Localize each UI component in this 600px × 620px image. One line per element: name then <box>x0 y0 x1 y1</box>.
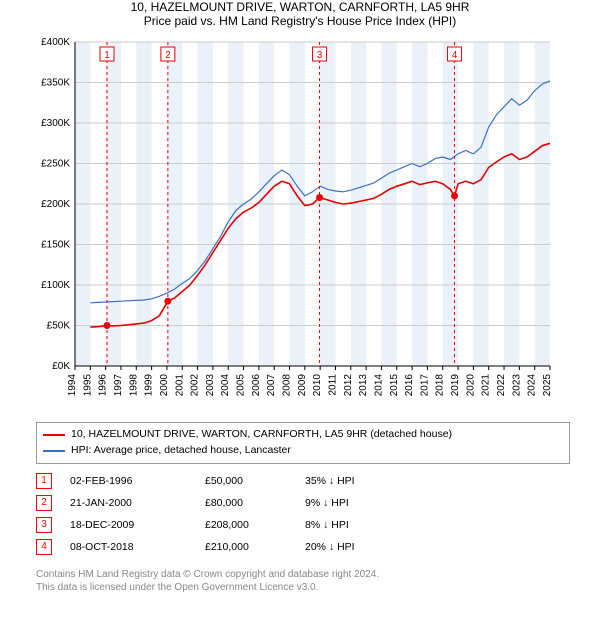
event-date: 18-DEC-2009 <box>70 519 205 531</box>
svg-text:2001: 2001 <box>174 374 185 397</box>
event-date: 02-FEB-1996 <box>70 475 205 487</box>
svg-text:1999: 1999 <box>144 374 155 397</box>
event-row: 4 08-OCT-2018£210,00020% ↓ HPI <box>36 536 570 558</box>
event-price: £50,000 <box>205 475 305 487</box>
event-marker-icon: 4 <box>36 539 52 555</box>
svg-text:2018: 2018 <box>435 374 446 397</box>
event-delta: 8% ↓ HPI <box>305 519 415 531</box>
svg-text:2012: 2012 <box>343 374 354 397</box>
page-root: 10, HAZELMOUNT DRIVE, WARTON, CARNFORTH,… <box>0 0 600 620</box>
events-table: 1 02-FEB-1996£50,00035% ↓ HPI 2 21-JAN-2000… <box>36 470 570 558</box>
legend-item: HPI: Average price, detached house, Lanc… <box>43 443 563 459</box>
event-marker-icon: 3 <box>36 517 52 533</box>
price-chart: £0K £50K £100K £150K £200K £250K £300K £350K £40… <box>35 34 595 414</box>
svg-text:2003: 2003 <box>205 374 216 397</box>
svg-text:£400K: £400K <box>41 37 70 48</box>
legend: 10, HAZELMOUNT DRIVE, WARTON, CARNFORTH,… <box>36 422 570 464</box>
event-date: 08-OCT-2018 <box>70 541 205 553</box>
svg-text:2023: 2023 <box>511 374 522 397</box>
svg-text:1994: 1994 <box>67 374 78 397</box>
event-price: £210,000 <box>205 541 305 553</box>
event-row: 3 18-DEC-2009£208,0008% ↓ HPI <box>36 514 570 536</box>
svg-text:2008: 2008 <box>282 374 293 397</box>
event-row: 2 21-JAN-2000£80,0009% ↓ HPI <box>36 492 570 514</box>
svg-text:2004: 2004 <box>220 374 231 397</box>
chart-svg: £0K £50K £100K £150K £200K £250K £300K £350K £40… <box>35 34 555 414</box>
svg-text:1: 1 <box>104 50 110 61</box>
svg-text:2002: 2002 <box>190 374 201 397</box>
svg-text:£200K: £200K <box>41 199 70 210</box>
svg-text:2024: 2024 <box>527 374 538 397</box>
event-date: 21-JAN-2000 <box>70 497 205 509</box>
svg-text:1996: 1996 <box>98 374 109 397</box>
page-title: 10, HAZELMOUNT DRIVE, WARTON, CARNFORTH,… <box>0 0 600 14</box>
svg-text:2022: 2022 <box>496 374 507 397</box>
svg-text:2: 2 <box>165 50 171 61</box>
event-marker-icon: 1 <box>36 473 52 489</box>
svg-text:2020: 2020 <box>465 374 476 397</box>
event-delta: 35% ↓ HPI <box>305 475 415 487</box>
svg-text:2000: 2000 <box>159 374 170 397</box>
svg-text:£100K: £100K <box>41 280 70 291</box>
footer-line-1: Contains HM Land Registry data © Crown c… <box>36 568 570 582</box>
event-row: 1 02-FEB-1996£50,00035% ↓ HPI <box>36 470 570 492</box>
svg-text:£50K: £50K <box>47 321 71 332</box>
svg-text:2009: 2009 <box>297 374 308 397</box>
page-subtitle: Price paid vs. HM Land Registry's House … <box>0 14 600 28</box>
footer-licence: Contains HM Land Registry data © Crown c… <box>36 568 570 595</box>
svg-text:1997: 1997 <box>113 374 124 397</box>
svg-text:2021: 2021 <box>481 374 492 397</box>
svg-text:4: 4 <box>452 50 458 61</box>
svg-text:2013: 2013 <box>358 374 369 397</box>
svg-text:1995: 1995 <box>82 374 93 397</box>
svg-text:2014: 2014 <box>373 374 384 397</box>
svg-text:2025: 2025 <box>542 374 553 397</box>
svg-text:1998: 1998 <box>128 374 139 397</box>
svg-text:3: 3 <box>317 50 323 61</box>
footer-line-2: This data is licensed under the Open Gov… <box>36 581 570 595</box>
svg-text:2005: 2005 <box>236 374 247 397</box>
svg-text:2017: 2017 <box>419 374 430 397</box>
svg-text:2011: 2011 <box>327 374 338 396</box>
svg-text:2007: 2007 <box>266 374 277 397</box>
svg-text:£300K: £300K <box>41 118 70 129</box>
svg-text:2010: 2010 <box>312 374 323 397</box>
event-delta: 20% ↓ HPI <box>305 541 415 553</box>
event-delta: 9% ↓ HPI <box>305 497 415 509</box>
legend-label: 10, HAZELMOUNT DRIVE, WARTON, CARNFORTH,… <box>71 427 452 443</box>
event-price: £208,000 <box>205 519 305 531</box>
svg-text:£250K: £250K <box>41 159 70 170</box>
legend-item: 10, HAZELMOUNT DRIVE, WARTON, CARNFORTH,… <box>43 427 563 443</box>
legend-label: HPI: Average price, detached house, Lanc… <box>71 443 291 459</box>
svg-text:2019: 2019 <box>450 374 461 397</box>
legend-swatch <box>43 450 65 452</box>
legend-swatch <box>43 434 65 436</box>
svg-text:2015: 2015 <box>389 374 400 397</box>
event-price: £80,000 <box>205 497 305 509</box>
svg-text:2016: 2016 <box>404 374 415 397</box>
svg-text:2006: 2006 <box>251 374 262 397</box>
svg-text:£150K: £150K <box>41 240 70 251</box>
svg-text:£350K: £350K <box>41 78 70 89</box>
svg-text:£0K: £0K <box>52 361 70 372</box>
event-marker-icon: 2 <box>36 495 52 511</box>
